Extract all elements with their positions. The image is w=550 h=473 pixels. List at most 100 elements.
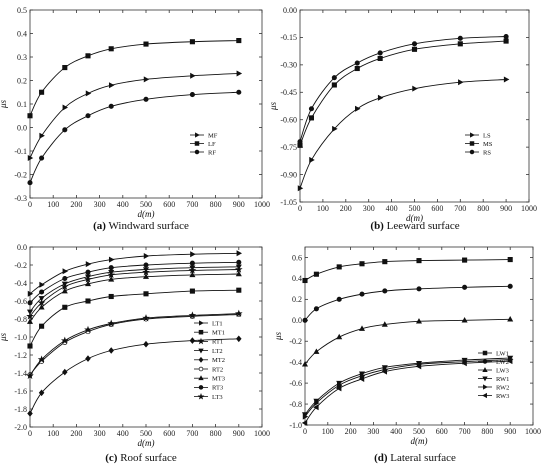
data-point-LT1	[190, 251, 196, 258]
y-tick-label: -0.15	[280, 33, 297, 42]
caption-text: Lateral surface	[388, 452, 457, 464]
data-point-LW1	[416, 258, 422, 264]
data-point-RW3	[415, 363, 422, 370]
data-point-MS	[354, 65, 360, 72]
y-tick-label: -0.8	[14, 315, 27, 324]
series-line-MF	[29, 73, 239, 159]
x-tick-label: 300	[363, 204, 375, 213]
x-tick-label: 900	[500, 204, 512, 213]
data-point-LF	[62, 65, 68, 71]
chart-panel-b: 0 100 200 300 400 500 600 700 800 900 1000 -1.05 -0.…	[268, 6, 537, 232]
x-tick-label: 400	[117, 429, 129, 438]
series-LF	[27, 37, 242, 119]
data-point-MT1	[85, 298, 91, 304]
legend-marker-MT1	[198, 329, 204, 335]
data-point-LT2	[84, 274, 92, 280]
y-tick-label: 0.0	[17, 123, 27, 132]
y-tick-label: -0.2	[289, 337, 302, 346]
y-tick-label: 0.1	[17, 100, 27, 109]
x-tick-label: 600	[163, 200, 175, 209]
y-tick-label: -1.2	[14, 351, 27, 360]
x-tick-label: 0	[28, 200, 32, 209]
data-point-RW3	[313, 404, 319, 411]
y-tick-label: 0.00	[283, 6, 297, 15]
data-point-LT2	[26, 309, 34, 316]
data-point-RW3	[506, 358, 513, 365]
series-line-MS	[299, 40, 507, 146]
legend-label: LW3	[496, 367, 509, 374]
legend-marker-LW3	[482, 367, 488, 372]
data-point-MT2	[27, 410, 33, 417]
data-point-MT2	[38, 389, 45, 397]
legend-marker-MT3	[198, 375, 204, 381]
data-point-MT3	[189, 271, 196, 278]
data-point-MF	[236, 70, 243, 77]
data-point-LW3	[358, 325, 366, 331]
data-point-RS	[377, 50, 383, 56]
data-point-MT1	[39, 323, 45, 329]
legend-marker-RS	[469, 149, 475, 155]
x-tick-label: 700	[459, 427, 471, 436]
data-point-LT3	[234, 309, 243, 317]
data-point-LW2	[382, 288, 388, 294]
x-tick-label: 400	[390, 427, 402, 436]
legend-label: LW1	[496, 350, 509, 357]
x-tick-label: 700	[454, 204, 466, 213]
x-tick-label: 600	[436, 427, 448, 436]
y-tick-label: 0.0	[17, 243, 27, 252]
x-tick-label: 500	[140, 200, 152, 209]
data-point-LT3	[60, 336, 69, 344]
series-line-LF	[29, 40, 239, 116]
series-line-LW3	[304, 318, 511, 365]
data-point-MF	[62, 104, 69, 111]
series-line-LW1	[304, 259, 511, 281]
data-point-LS	[458, 79, 464, 86]
data-point-RS	[503, 33, 509, 40]
data-point-LW1	[302, 277, 308, 284]
data-point-MT1	[143, 291, 149, 297]
data-point-RW2	[302, 413, 309, 420]
caption-letter: (c)	[105, 452, 118, 464]
series-line-RW2	[304, 359, 511, 417]
legend-marker-RW3	[482, 392, 487, 399]
data-point-MF	[39, 132, 45, 139]
legend-marker-MS	[469, 141, 475, 146]
legend-label: RT2	[212, 366, 223, 373]
legend-label: RT1	[212, 339, 223, 346]
data-point-MF	[190, 72, 196, 79]
data-point-MF	[85, 90, 92, 97]
data-point-LF	[143, 41, 149, 47]
data-point-MT3	[26, 318, 34, 324]
data-point-MS	[331, 82, 337, 88]
series-LW1	[302, 257, 513, 284]
x-tick-label: 1000	[254, 200, 270, 209]
x-axis-label: d(m)	[406, 213, 423, 223]
data-point-LT1	[27, 290, 34, 297]
series-RF	[27, 89, 242, 186]
data-point-LW3	[301, 361, 309, 367]
data-point-LF	[108, 46, 114, 52]
data-point-RW3	[358, 375, 365, 382]
legend-marker-LT2	[198, 348, 204, 354]
data-point-LW1	[336, 264, 342, 270]
legend-label: MT2	[212, 357, 225, 364]
panel-caption: (a) Windward surface	[93, 220, 189, 232]
series-line-RT3	[29, 261, 239, 304]
x-tick-label: 0	[303, 427, 307, 436]
data-point-MT3	[235, 270, 242, 277]
data-point-LW3	[313, 348, 320, 354]
data-point-LT3	[26, 371, 34, 379]
data-point-RF	[236, 89, 242, 95]
data-point-MT1	[236, 287, 242, 293]
y-tick-label: -1.0	[289, 421, 302, 430]
series-line-RT1	[29, 269, 239, 317]
series-RT3	[27, 259, 242, 306]
data-point-LT1	[143, 252, 150, 260]
legend-label: LT2	[212, 348, 223, 355]
data-point-RF	[143, 96, 149, 102]
legend-label: MF	[208, 132, 218, 139]
data-point-LW3	[381, 321, 388, 327]
data-point-LW2	[359, 291, 365, 297]
